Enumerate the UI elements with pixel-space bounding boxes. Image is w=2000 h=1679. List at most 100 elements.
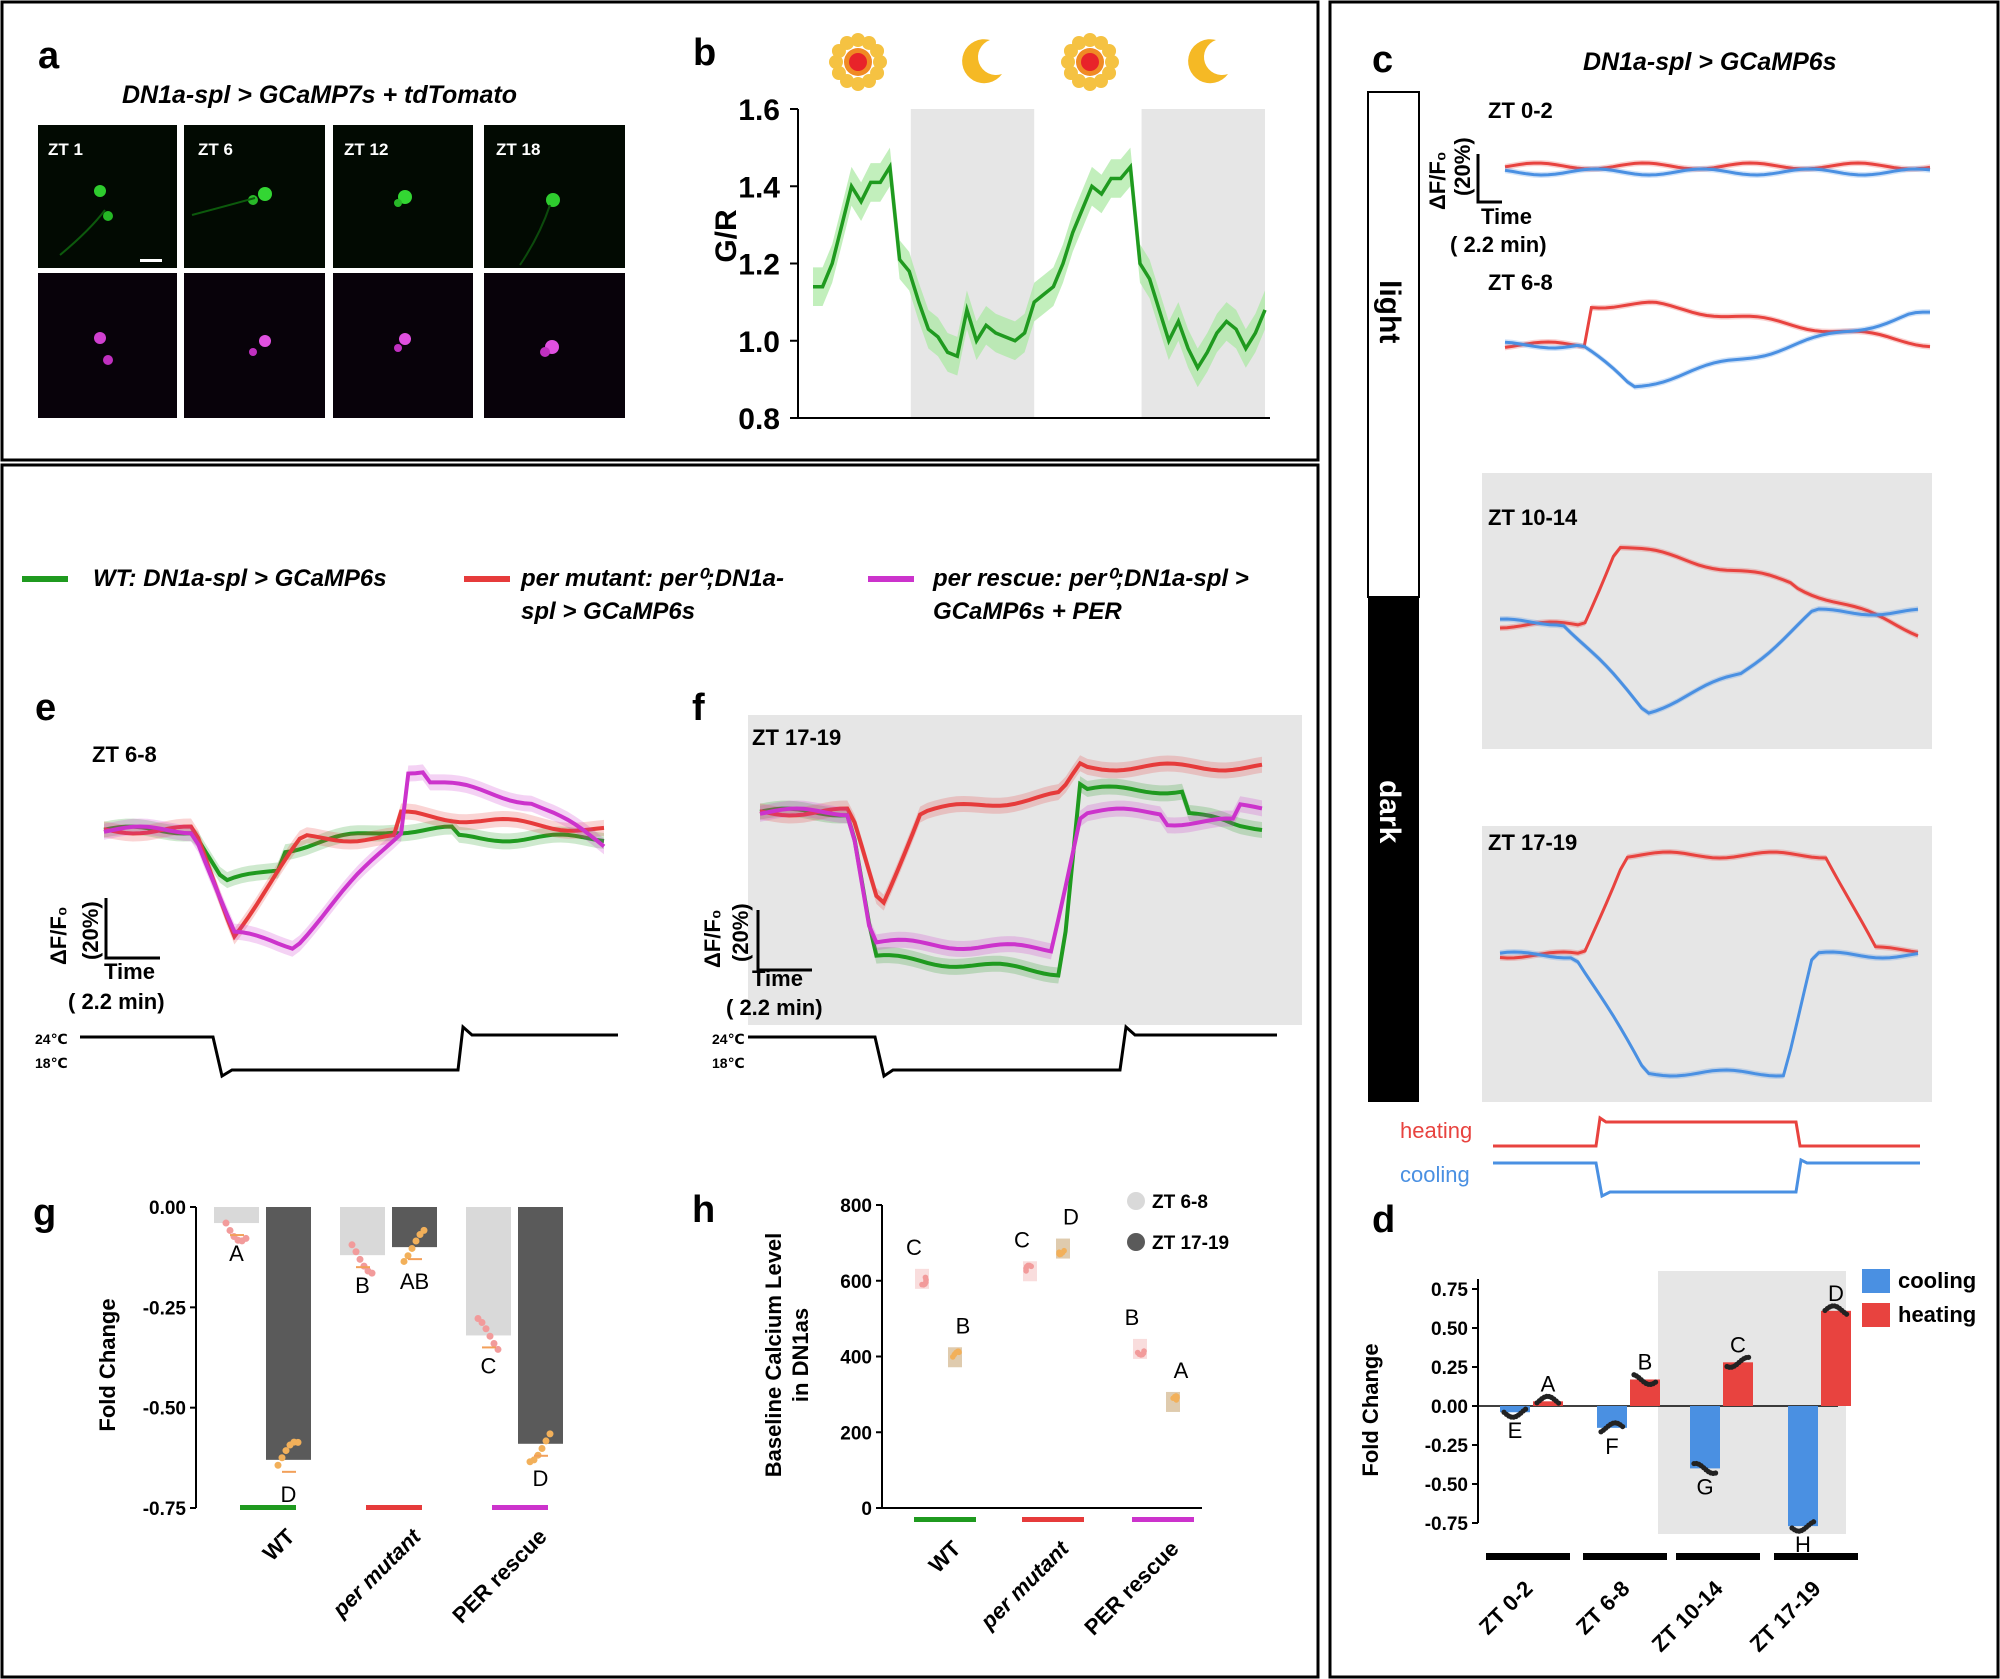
image-label-zt1: ZT 1 <box>48 140 83 159</box>
scale-y-pct: (20%) <box>1450 137 1475 196</box>
temperature-trace-f <box>748 1024 1277 1079</box>
scale-y-label: ΔF/F₀ <box>46 906 71 965</box>
significance-letter: F <box>1605 1434 1618 1459</box>
bar-heating <box>1821 1310 1851 1406</box>
legend-wt: WT: DN1a-spl > GCaMP6s <box>93 565 387 592</box>
data-point <box>1023 1268 1029 1274</box>
category-label: PER rescue <box>447 1524 551 1628</box>
image-magenta-zt1 <box>38 273 177 418</box>
sun-ray <box>1094 74 1108 89</box>
trace-band <box>104 818 604 889</box>
group-underline <box>366 1505 422 1510</box>
sun-ray <box>851 33 865 47</box>
image-label-zt18: ZT 18 <box>496 140 540 159</box>
y-tick-label: 1.2 <box>738 249 780 282</box>
trace-band <box>1505 309 1930 390</box>
category-label: per mutant <box>327 1523 427 1623</box>
panel-c-label: c <box>1372 39 1393 81</box>
chart-g: 0.00 -0.25 -0.50 -0.75 Fold Change A D WT B AB per… <box>95 1198 563 1628</box>
scale-y-label: ΔF/F₀ <box>1425 151 1450 210</box>
y-tick-label: 0.00 <box>149 1198 186 1219</box>
scale-bar-lines <box>104 898 160 960</box>
y-tick-label: 800 <box>840 1196 872 1217</box>
data-point <box>242 1234 250 1242</box>
significance-letter: B <box>1125 1305 1140 1330</box>
y-tick-label: 1.6 <box>738 94 780 127</box>
category-label: ZT 6-8 <box>1571 1576 1634 1639</box>
legend-rescue-line2: GCaMP6s + PER <box>933 598 1122 625</box>
y-axis-label: Fold Change <box>95 1298 120 1431</box>
legend-cooling: cooling <box>1898 1268 1976 1293</box>
scale-x-label: Time <box>104 959 155 984</box>
temperature-trace-e <box>80 1023 618 1079</box>
group-bar <box>1486 1553 1570 1560</box>
y-tick-label: 0.75 <box>1431 1280 1468 1301</box>
traces-f <box>759 755 1263 984</box>
temp-low-e: 18℃ <box>35 1055 68 1071</box>
neurite <box>59 209 106 256</box>
neuron-spot <box>249 348 257 356</box>
bar-cooling <box>1788 1406 1818 1527</box>
legend-mutant-line1: per mutant: per⁰;DN1a- <box>520 565 784 592</box>
chart-d: 0.75 0.50 0.25 0.00 -0.25 -0.50 -0.75 Fold Chan… <box>1358 1268 1976 1657</box>
dark-label: dark <box>1373 780 1406 844</box>
category-label: ZT 0-2 <box>1474 1576 1537 1639</box>
heating-stimulus-trace <box>1493 1115 1920 1148</box>
stim-heating-label: heating <box>1400 1118 1472 1143</box>
neuron-spot <box>398 190 412 204</box>
panel-e-label: e <box>35 687 56 729</box>
neuron-spot <box>540 347 550 357</box>
legend-swatch-heating <box>1862 1303 1890 1327</box>
data-point <box>1556 1400 1562 1406</box>
image-label-zt6: ZT 6 <box>198 140 233 159</box>
scale-x-value: ( 2.2 min) <box>1450 232 1547 257</box>
trace-line <box>1499 850 1919 960</box>
y-axis-label: G/R <box>710 209 743 263</box>
y-tick-label: -0.50 <box>1425 1475 1468 1496</box>
significance-letter: AB <box>400 1269 429 1294</box>
trace-line <box>1504 300 1931 349</box>
data-point <box>482 1325 490 1333</box>
group-underline <box>240 1505 296 1510</box>
traces-e <box>103 764 606 957</box>
data-point <box>542 1437 550 1445</box>
data-point <box>1170 1395 1176 1402</box>
panel-a-label: a <box>38 35 60 77</box>
dark-bar <box>1368 597 1419 1102</box>
category-label: WT <box>924 1535 966 1577</box>
data-point <box>1844 1311 1850 1317</box>
panel-d-label: d <box>1372 1199 1395 1241</box>
significance-letter: C <box>1014 1227 1030 1252</box>
data-point <box>348 1241 356 1249</box>
bar-heating <box>1723 1362 1753 1406</box>
bar-ZT 6-8 <box>214 1207 259 1224</box>
data-point <box>949 1354 956 1360</box>
panel-c-title: DN1a-spl > GCaMP6s <box>1583 48 1837 76</box>
data-point <box>274 1461 282 1469</box>
data-point <box>546 1430 554 1438</box>
frame-top <box>0 0 1320 462</box>
y-tick-label: -0.75 <box>1425 1514 1469 1535</box>
significance-letter: C <box>481 1353 497 1378</box>
data-point <box>490 1340 498 1348</box>
data-point <box>922 1274 929 1281</box>
significance-letter: D <box>1828 1281 1844 1306</box>
trace-line <box>1504 310 1930 389</box>
sun-core <box>1081 53 1099 71</box>
y-tick-label: 200 <box>840 1423 872 1444</box>
trace-rescue <box>103 770 606 951</box>
data-point <box>408 1244 416 1252</box>
group-underline <box>492 1505 548 1510</box>
group-bar <box>1774 1553 1858 1560</box>
trace-line <box>1499 545 1919 638</box>
neuron-spot <box>94 185 106 197</box>
neuron-spot <box>259 335 271 347</box>
image-magenta-zt12 <box>333 273 473 418</box>
significance-letter: E <box>1508 1418 1523 1443</box>
legend-swatch-zt17-19 <box>1127 1233 1145 1251</box>
significance-letter: H <box>1795 1532 1811 1557</box>
scale-y-pct: (20%) <box>728 903 753 962</box>
sun-ray <box>1102 44 1117 58</box>
scale-bar-f: ΔF/F₀ (20%) Time ( 2.2 min) <box>700 903 823 1020</box>
